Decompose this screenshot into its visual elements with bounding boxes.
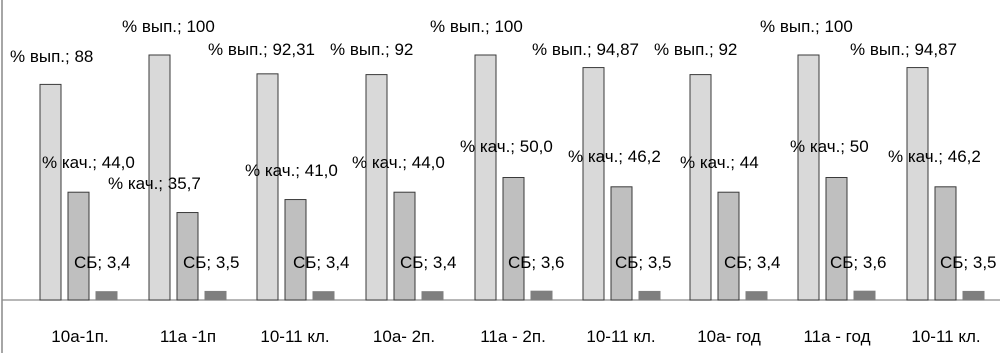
bar-vyp-5 [474,54,497,301]
category-label-7: 10а- год [697,327,761,346]
data-label-sb-8: СБ; 3,6 [830,253,887,272]
category-labels-layer: 10а-1п. 11а -1п 10-11 кл. 10а- 2п. 11а - 2п.… [51,327,980,346]
data-label-kach-8: % кач.; 50 [790,137,869,156]
data-label-sb-2: СБ; 3,5 [183,253,240,272]
bar-vyp-6 [582,67,605,301]
data-label-vyp-8: % вып.; 100 [760,17,853,36]
bar-kach-7 [717,191,740,301]
data-label-sb-4: СБ; 3,4 [400,253,457,272]
bar-sb-7 [745,291,768,301]
data-label-kach-1: % кач.; 44,0 [42,153,135,172]
category-label-3: 10-11 кл. [260,327,329,346]
bar-vyp-9 [906,67,929,301]
category-label-5: 11а - 2п. [480,327,546,346]
bar-vyp-3 [256,73,279,301]
bar-kach-6 [610,186,633,301]
bar-sb-9 [962,290,985,301]
data-labels-layer: % вып.; 88 % вып.; 100 % вып.; 92,31 % вып.… [10,17,997,272]
category-label-4: 10а- 2п. [373,327,435,346]
data-label-vyp-2: % вып.; 100 [122,17,215,36]
data-label-sb-6: СБ; 3,5 [615,253,672,272]
bar-sb-2 [204,290,227,301]
data-label-kach-7: % кач.; 44 [680,153,759,172]
data-label-vyp-4: % вып.; 92 [330,40,413,59]
bar-vyp-1 [39,83,62,301]
bar-kach-2 [176,212,199,301]
category-label-2: 11а -1п [160,327,216,346]
bar-sb-3 [312,291,335,301]
category-label-6: 10-11 кл. [586,327,655,346]
bars-layer [39,54,985,301]
bar-sb-1 [95,291,118,301]
data-label-kach-6: % кач.; 46,2 [568,147,661,166]
bar-kach-4 [393,191,416,301]
bar-vyp-4 [365,74,388,301]
data-label-kach-9: % кач.; 46,2 [888,147,981,166]
category-label-8: 11а - год [803,327,870,346]
data-label-vyp-5: % вып.; 100 [430,17,523,36]
data-label-vyp-9: % вып.; 94,87 [850,40,957,59]
category-label-1: 10а-1п. [51,327,108,346]
data-label-kach-2: % кач.; 35,7 [108,174,201,193]
data-label-sb-5: СБ; 3,6 [508,253,565,272]
bar-vyp-7 [689,74,712,301]
bar-kach-1 [67,191,90,301]
bar-vyp-2 [148,54,171,301]
bar-kach-5 [502,177,525,301]
bar-sb-6 [638,290,661,301]
bar-kach-9 [934,186,957,301]
data-label-kach-5: % кач.; 50,0 [460,137,553,156]
bar-kach-8 [825,177,848,301]
data-label-sb-3: СБ; 3,4 [293,253,350,272]
bar-vyp-8 [797,54,820,301]
data-label-sb-7: СБ; 3,4 [724,253,781,272]
category-label-9: 10-11 кл. [911,327,980,346]
data-label-vyp-7: % вып.; 92 [654,40,737,59]
data-label-sb-9: СБ; 3,5 [940,253,997,272]
data-label-vyp-3: % вып.; 92,31 [208,40,315,59]
bar-sb-5 [530,290,553,301]
data-label-vyp-6: % вып.; 94,87 [532,40,639,59]
data-label-kach-3: % кач.; 41,0 [245,161,338,180]
bar-kach-3 [284,199,307,301]
bar-sb-8 [853,290,876,301]
data-label-kach-4: % кач.; 44,0 [352,153,445,172]
data-label-sb-1: СБ; 3,4 [74,253,131,272]
data-label-vyp-1: % вып.; 88 [10,47,93,66]
bar-sb-4 [421,291,444,301]
